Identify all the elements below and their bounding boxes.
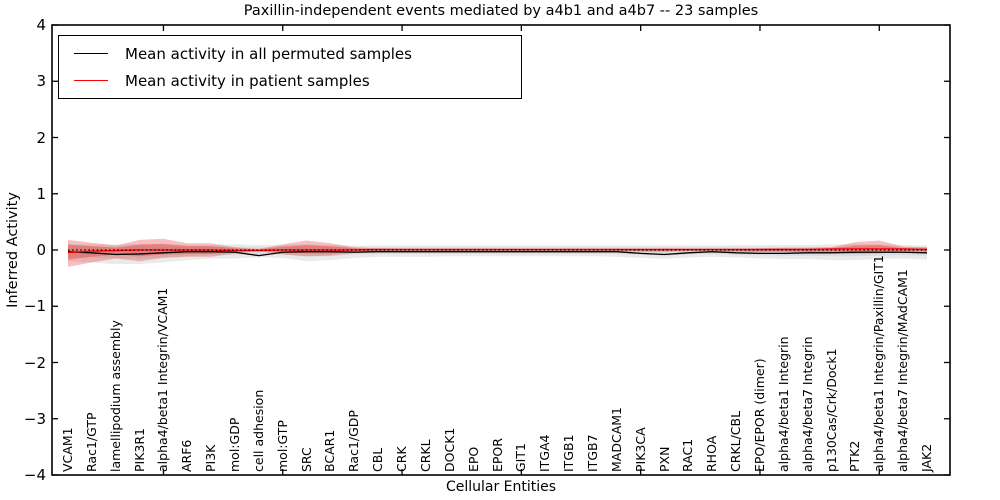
x-tick-label: CRKL (417, 439, 433, 472)
legend-label-permuted: Mean activity in all permuted samples (125, 44, 412, 63)
x-tick-label: ITGA4 (537, 434, 553, 472)
legend: Mean activity in all permuted samples Me… (58, 35, 522, 99)
legend-item-patient: Mean activity in patient samples (59, 67, 521, 94)
y-tick-label: 2 (36, 128, 46, 147)
legend-line-patient-icon (74, 80, 108, 81)
x-tick-label: CBL (370, 447, 386, 472)
x-tick-label: ITGB7 (584, 434, 600, 472)
x-tick-label: alpha4/beta1 Integrin/VCAM1 (155, 287, 171, 472)
chart-title: Paxillin-independent events mediated by … (243, 3, 759, 19)
patient-range-outer-band (68, 238, 927, 267)
x-tick-label: alpha4/beta1 Integrin (775, 336, 791, 472)
x-tick-label: ARF6 (179, 439, 195, 472)
x-tick-label: CRK (394, 446, 410, 472)
x-tick-label: MADCAM1 (608, 407, 624, 472)
x-tick-label: DOCK1 (441, 427, 457, 472)
mean-line-0 (67, 251, 928, 257)
x-tick-label: lamellipodium assembly (107, 320, 123, 472)
y-tick-label: −1 (23, 297, 46, 316)
x-tick-label: ITGB1 (561, 434, 577, 472)
x-tick-label: RAC1 (680, 438, 696, 472)
y-tick-labels: 4 3 2 1 0 −1 −2 −3 −4 (0, 0, 46, 500)
x-tick-label: PIK3CA (632, 427, 648, 472)
x-tick-label: alpha4/beta7 Integrin/MAdCAM1 (895, 269, 911, 472)
x-axis-title: Cellular Entities (445, 479, 557, 495)
x-tick-label: BCAR1 (322, 429, 338, 472)
x-tick-label: p130Cas/Crk/Dock1 (823, 348, 839, 472)
mean-line-1 (67, 248, 928, 254)
x-tick-label: Rac1/GDP (346, 410, 362, 472)
x-tick-label: alpha4/beta1 Integrin/Paxillin/GIT1 (871, 255, 887, 472)
x-tick-label: RHOA (704, 435, 720, 472)
patient-range-inner-band (68, 243, 927, 260)
x-tick-label: PIK3R1 (131, 427, 147, 472)
x-tick-label: Rac1/GTP (83, 412, 99, 472)
y-tick-label: −2 (23, 353, 46, 372)
x-tick-label: cell adhesion (250, 389, 266, 472)
x-tick-label: PTK2 (847, 440, 863, 472)
y-tick-label: 4 (36, 16, 46, 34)
x-tick-label: PI3K (203, 444, 219, 472)
y-tick-label: 1 (36, 184, 46, 203)
y-tick-label: 0 (36, 241, 46, 259)
x-tick-label: PXN (656, 446, 672, 472)
x-tick-label: mol:GTP (274, 420, 290, 472)
y-tick-label: 3 (36, 72, 46, 91)
x-tick-label: mol:GDP (227, 417, 243, 472)
legend-label-patient: Mean activity in patient samples (125, 71, 370, 90)
x-tick-label: EPO/EPOR (dimer) (751, 358, 767, 472)
x-tick-label: CRKL/CBL (728, 410, 744, 472)
x-tick-label: alpha4/beta7 Integrin (799, 336, 815, 472)
x-tick-label: VCAM1 (60, 427, 75, 472)
x-tick-label: GIT1 (513, 443, 529, 472)
y-tick-label: −3 (23, 409, 46, 428)
y-tick-label: −4 (23, 466, 46, 484)
x-tick-label: EPO (465, 446, 481, 472)
x-tick-label: JAK2 (919, 443, 934, 472)
legend-item-permuted: Mean activity in all permuted samples (59, 40, 521, 67)
x-tick-label: SRC (298, 447, 314, 472)
legend-line-permuted-icon (74, 53, 108, 54)
x-tick-label: EPOR (489, 438, 505, 472)
